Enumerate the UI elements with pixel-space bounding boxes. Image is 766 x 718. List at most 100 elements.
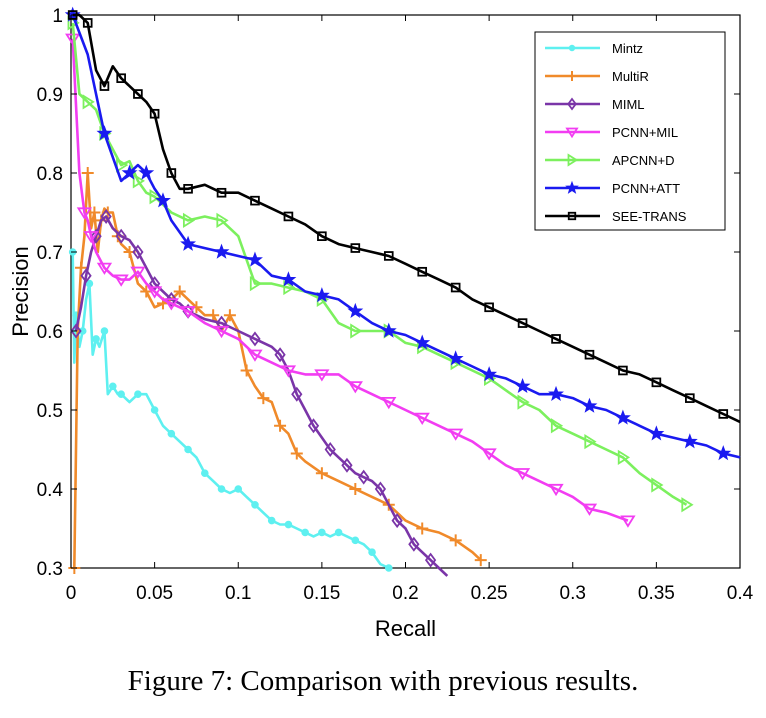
data-point-see-trans [133,89,143,99]
data-point-pcnn-att [96,125,113,141]
data-point-apcnn-d [182,212,196,229]
data-point-miml [391,513,403,529]
data-point-multir [416,522,429,535]
legend: Mintz MultiR MIML PCNN+MIL APCNN+D PCNN+ATT SE… [534,31,726,231]
legend-label-multir: MultiR [612,69,649,84]
data-point-see-trans [584,349,595,360]
data-point-multir [173,285,186,298]
data-point-mintz [368,548,376,557]
y-tick-label: 1 [52,6,63,27]
data-point-multir [315,467,328,480]
data-point-pcnn-mil [381,397,397,410]
data-point-apcnn-d [517,394,530,410]
data-point-pcnn-mil [581,503,598,516]
data-point-see-trans [116,73,126,84]
data-point-multir [290,447,303,460]
data-point-pcnn-mil [180,306,196,319]
y-axis-title: Precision [8,246,33,336]
data-point-pcnn-mil [113,274,129,287]
data-point-pcnn-att [548,385,564,401]
data-point-apcnn-d [283,279,296,296]
data-point-see-trans [417,266,428,277]
data-point-pcnn-mil [514,468,531,481]
data-point-pcnn-mil [347,381,363,394]
legend-marker-see-trans [567,211,577,221]
data-point-multir [257,392,270,405]
data-point-pcnn-att [481,366,498,382]
series-curves [64,6,741,577]
data-point-miml [70,323,82,339]
data-point-see-trans [283,211,294,222]
y-tick-label: 0.5 [37,401,63,422]
x-tick-label: 0.25 [471,583,508,604]
legend-marker-pcnn-mil [565,127,579,139]
data-point-pcnn-att [681,433,698,449]
data-point-pcnn-mil [414,412,430,425]
data-point-pcnn-mil [314,369,330,382]
data-point-miml [165,291,177,307]
y-tick-label: 0.9 [37,85,63,106]
data-point-pcnn-att [514,377,531,394]
data-point-mintz [267,516,276,525]
data-point-multir [75,261,88,274]
series-line-multir [73,171,482,569]
x-tick-label: 0.05 [136,583,173,604]
data-point-multir [223,309,236,322]
x-tick-label: 0.15 [303,583,340,604]
data-point-mintz [134,390,142,399]
series-line-apcnn-d [71,22,688,506]
data-point-pcnn-mil [130,266,146,279]
x-tick-label: 0.1 [225,583,251,604]
data-point-multir [88,206,101,219]
data-point-miml [215,315,228,331]
data-point-miml [115,228,127,244]
series-line-see-trans [72,13,741,424]
x-axis-ticks: 0 0.05 0.1 0.15 0.2 0.25 0.3 0.35 0.4 [66,15,754,604]
data-point-multir [449,534,462,547]
data-point-mintz [109,382,117,391]
data-point-see-trans [183,183,193,194]
data-point-pcnn-att [648,425,665,441]
data-point-pcnn-mil [76,207,93,220]
data-point-pcnn-att [447,350,464,366]
x-tick-label: 0.2 [392,583,418,604]
data-point-pcnn-att [380,322,397,338]
pr-chart: 0 0.05 0.1 0.15 0.2 0.25 0.3 0.35 0.4 0.30.40.50… [8,6,754,641]
figure-caption: Figure 7: Comparison with previous resul… [127,665,639,697]
data-point-see-trans [551,334,561,344]
data-point-pcnn-mil [481,448,497,461]
data-point-see-trans [517,318,528,328]
legend-label-pcnn-mil: PCNN+MIL [612,125,678,140]
data-point-pcnn-att [213,243,230,259]
data-point-mintz [167,429,176,438]
data-point-see-trans [250,195,260,206]
data-point-see-trans [651,377,662,388]
data-point-mintz [117,390,125,399]
data-point-miml [424,552,437,568]
legend-label-apcnn-d: APCNN+D [612,153,675,168]
legend-marker-mintz [568,44,576,52]
data-point-see-trans [383,251,394,261]
data-point-multir [274,419,287,432]
data-point-mintz [201,469,209,478]
legend-label-see-trans: SEE-TRANS [612,209,687,224]
data-point-mintz [301,528,309,537]
legend-marker-apcnn-d [567,153,579,167]
data-point-mintz [318,528,326,537]
data-point-mintz [251,501,259,509]
data-point-mintz [100,327,109,335]
legend-label-mintz: Mintz [612,41,643,56]
data-point-pcnn-att [64,6,81,22]
legend-marker-multir [567,71,577,81]
data-point-see-trans [99,81,110,91]
data-point-miml [374,481,387,497]
data-point-apcnn-d [132,173,145,189]
data-point-miml [324,442,336,457]
data-point-pcnn-mil [280,365,297,378]
data-point-pcnn-att [313,287,330,303]
x-tick-label: 0 [66,583,77,604]
data-point-miml [291,386,303,402]
y-tick-label: 0.8 [37,164,63,185]
legend-label-miml: MIML [612,97,645,112]
data-point-pcnn-att [715,445,732,461]
